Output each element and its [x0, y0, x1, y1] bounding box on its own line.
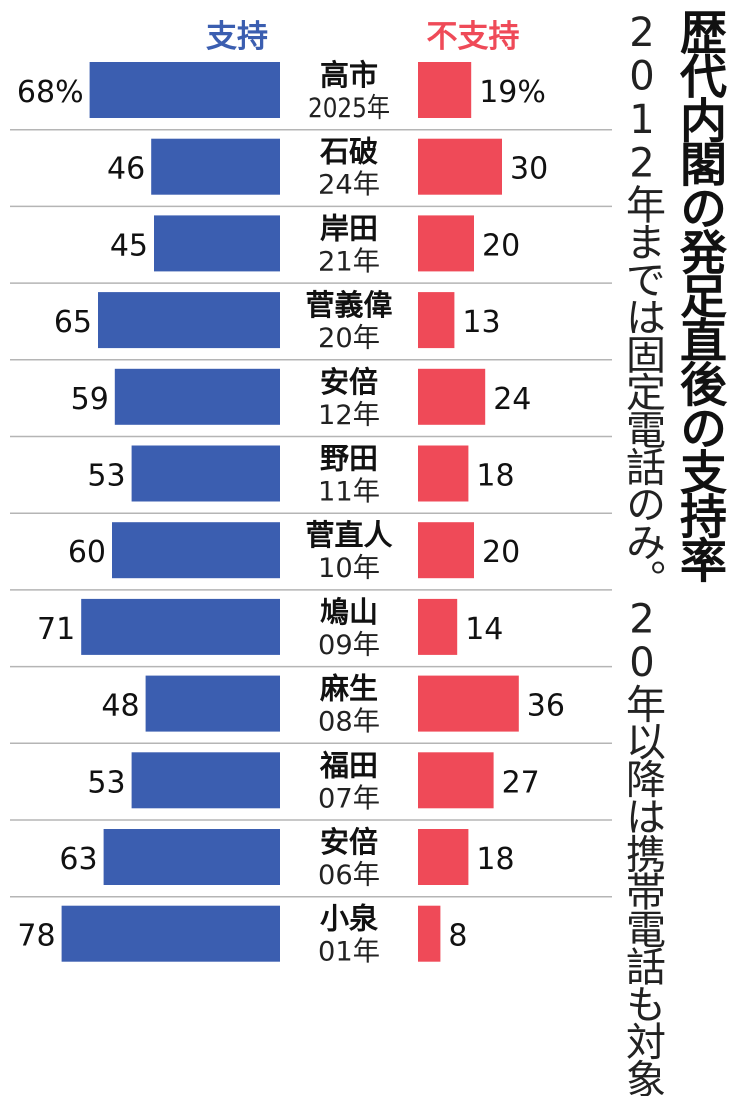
cabinet-year-label: 09年 — [318, 630, 380, 661]
nonsupport-bar — [418, 829, 469, 885]
cabinet-year-label: 24年 — [318, 170, 380, 201]
support-value-label: 59 — [71, 382, 109, 417]
support-bar — [131, 445, 280, 502]
cabinet-name-label: 岸田 — [320, 211, 378, 245]
cabinet-name-label: 野田 — [320, 442, 378, 476]
support-value-label: 53 — [87, 765, 125, 800]
support-bar — [98, 292, 280, 349]
nonsupport-bar — [418, 752, 494, 809]
nonsupport-value-label: 18 — [476, 842, 514, 877]
nonsupport-bar — [418, 905, 441, 962]
cabinet-name-label: 菅直人 — [305, 518, 392, 552]
cabinet-name-label: 麻生 — [320, 672, 378, 706]
support-bar — [112, 522, 280, 579]
cabinet-year-label: 2025年 — [308, 93, 390, 124]
support-bar — [145, 675, 280, 732]
cabinet-name-label: 高市 — [320, 58, 378, 92]
nonsupport-bar — [418, 522, 474, 579]
cabinet-name-label: 石破 — [319, 135, 378, 169]
cabinet-year-label: 08年 — [318, 707, 380, 738]
nonsupport-value-label: 13 — [462, 305, 500, 340]
support-value-label: 71 — [37, 612, 75, 647]
support-value-label: 46 — [107, 152, 145, 187]
cabinet-year-label: 20年 — [318, 323, 380, 354]
support-bar — [114, 368, 280, 425]
support-bar — [103, 829, 280, 885]
support-bar — [89, 62, 280, 118]
support-bar — [131, 752, 280, 809]
cabinet-year-label: 01年 — [318, 937, 380, 967]
nonsupport-value-label: 20 — [482, 228, 520, 263]
cabinet-year-label: 06年 — [318, 860, 380, 891]
nonsupport-value-label: 14 — [465, 612, 503, 647]
support-value-label: 60 — [68, 535, 106, 570]
nonsupport-value-label: 20 — [482, 535, 520, 570]
support-value-label: 45 — [110, 228, 148, 263]
support-bar — [154, 215, 280, 272]
cabinet-year-label: 07年 — [318, 783, 380, 814]
cabinet-year-label: 10年 — [318, 553, 380, 584]
support-value-label: 65 — [54, 305, 92, 340]
cabinet-name-label: 安倍 — [320, 825, 378, 859]
nonsupport-bar — [418, 138, 502, 195]
nonsupport-bar — [418, 368, 486, 425]
support-value-label: 63 — [59, 842, 97, 877]
cabinet-name-label: 安倍 — [320, 365, 378, 399]
nonsupport-bar — [418, 62, 472, 118]
support-value-label: 78 — [17, 919, 55, 954]
nonsupport-value-label: 19% — [479, 75, 546, 110]
cabinet-name-label: 福田 — [319, 748, 378, 782]
nonsupport-bar — [418, 598, 458, 655]
chart-title: 歴代内閣の発足直後の支持率 — [671, 8, 726, 580]
support-value-label: 68% — [17, 75, 84, 110]
cabinet-year-label: 11年 — [318, 477, 380, 508]
nonsupport-bar — [418, 292, 455, 349]
header-support: 支持 — [206, 19, 268, 55]
nonsupport-bar — [418, 445, 469, 502]
support-bar — [61, 905, 280, 962]
nonsupport-value-label: 18 — [476, 459, 514, 494]
support-bar — [81, 598, 280, 655]
cabinet-name-label: 菅義偉 — [305, 288, 392, 322]
support-value-label: 53 — [87, 459, 125, 494]
support-rate-chart: 支持 不支持 68% 19% 高市 2025年 46 30 石破 24年 45 20 岸田 21年 65 13… — [10, 19, 612, 967]
chart-note: 2012年までは固定電話のみ。20年以降は携帯電話も対象 — [619, 10, 665, 1096]
nonsupport-value-label: 8 — [448, 919, 467, 954]
support-bar — [151, 138, 280, 195]
cabinet-name-label: 小泉 — [320, 902, 379, 936]
nonsupport-value-label: 27 — [502, 765, 540, 800]
nonsupport-bar — [418, 215, 474, 272]
nonsupport-value-label: 24 — [493, 382, 531, 417]
nonsupport-value-label: 36 — [527, 689, 565, 724]
nonsupport-bar — [418, 675, 519, 732]
cabinet-name-label: 鳩山 — [320, 595, 378, 629]
cabinet-year-label: 21年 — [318, 246, 380, 277]
cabinet-year-label: 12年 — [318, 400, 380, 431]
support-value-label: 48 — [101, 689, 139, 724]
header-nonsupport: 不支持 — [427, 19, 520, 55]
nonsupport-value-label: 30 — [510, 152, 548, 187]
